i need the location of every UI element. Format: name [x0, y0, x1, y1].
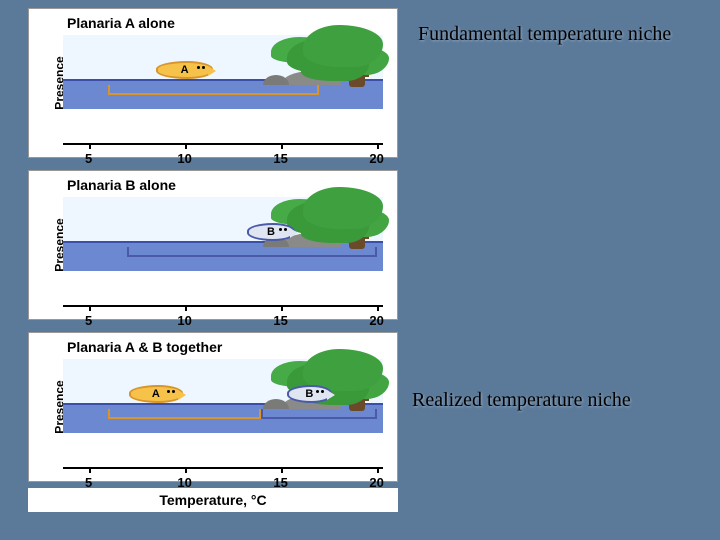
- tick-label: 15: [273, 313, 287, 328]
- tick: [377, 143, 379, 149]
- tick-label: 20: [369, 313, 383, 328]
- tick-label: 5: [85, 313, 92, 328]
- tick-label: 20: [369, 151, 383, 166]
- annotation-realized-niche: Realized temperature niche: [412, 388, 672, 413]
- panel-2: Planaria B alonePresenceB5101520: [28, 170, 398, 320]
- tick-label: 15: [273, 475, 287, 490]
- range-bracket-B: [261, 409, 376, 419]
- planaria-eyes-icon: [197, 66, 205, 69]
- tick: [89, 467, 91, 473]
- range-bracket-B: [127, 247, 377, 257]
- panel-title: Planaria A & B together: [67, 339, 222, 355]
- tick: [281, 143, 283, 149]
- tick: [281, 467, 283, 473]
- tree-canopy-icon: [303, 187, 383, 229]
- tick: [89, 143, 91, 149]
- planaria-eyes-icon: [279, 228, 287, 231]
- planaria-label: B: [305, 388, 313, 400]
- range-bracket-A: [108, 85, 319, 95]
- tick-label: 20: [369, 475, 383, 490]
- panel-title: Planaria B alone: [67, 177, 176, 193]
- tick-label: 10: [177, 475, 191, 490]
- annotation-fundamental-niche: Fundamental temperature niche: [418, 22, 678, 47]
- planaria-label: B: [267, 226, 275, 238]
- panel-3: Planaria A & B togetherPresenceAB5101520: [28, 332, 398, 482]
- panel-1: Planaria A alonePresenceA5101520: [28, 8, 398, 158]
- tick-label: 15: [273, 151, 287, 166]
- tick: [377, 305, 379, 311]
- tick: [281, 305, 283, 311]
- panel-title: Planaria A alone: [67, 15, 175, 31]
- tick: [89, 305, 91, 311]
- tick: [185, 467, 187, 473]
- scene: A: [63, 35, 383, 109]
- planaria-label: A: [181, 64, 189, 76]
- scene: B: [63, 197, 383, 271]
- tick: [185, 143, 187, 149]
- tick: [185, 305, 187, 311]
- scene: AB: [63, 359, 383, 433]
- tick: [377, 467, 379, 473]
- tree-canopy-icon: [303, 25, 383, 67]
- tick-label: 5: [85, 151, 92, 166]
- tick-label: 10: [177, 313, 191, 328]
- planaria-B: B: [247, 223, 295, 241]
- planaria-eyes-icon: [167, 390, 175, 393]
- diagram-column: Planaria A alonePresenceA5101520Planaria…: [28, 8, 398, 512]
- range-bracket-A: [108, 409, 262, 419]
- planaria-A: A: [156, 61, 214, 79]
- tick-label: 10: [177, 151, 191, 166]
- x-axis-label: Temperature, °C: [28, 488, 398, 512]
- tick-label: 5: [85, 475, 92, 490]
- planaria-A: A: [129, 385, 183, 403]
- planaria-label: A: [152, 388, 160, 400]
- planaria-B: B: [287, 385, 332, 403]
- planaria-eyes-icon: [316, 390, 324, 393]
